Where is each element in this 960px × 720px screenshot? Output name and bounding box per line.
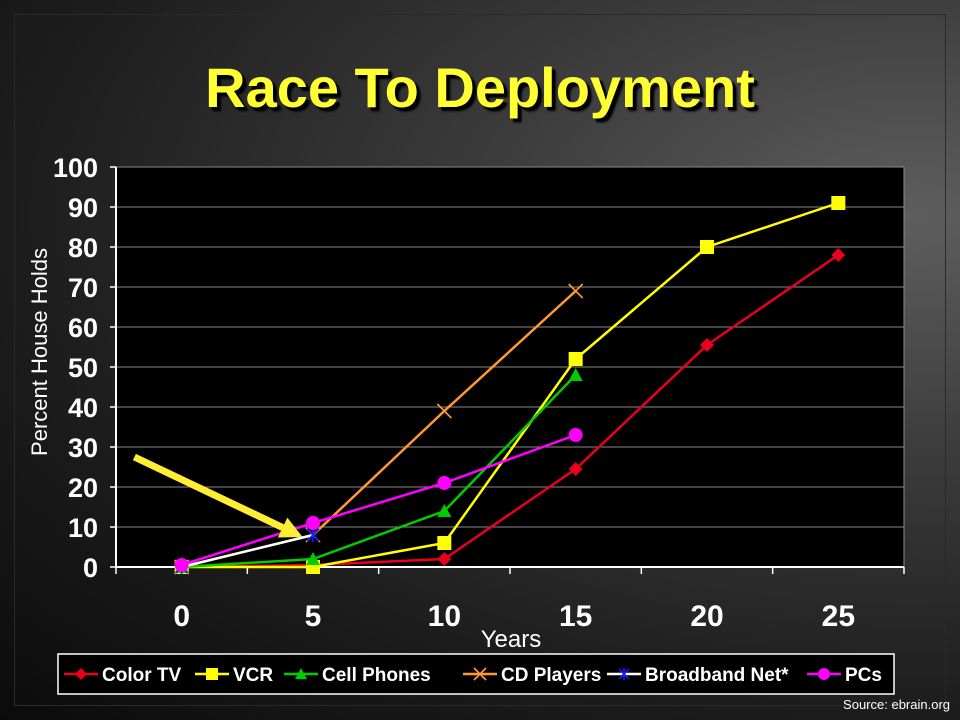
- y-tick-label-60: 60: [68, 313, 98, 343]
- y-tick-label-10: 10: [68, 513, 98, 543]
- data-point-pcs-0: [174, 558, 189, 572]
- series-line-color-tv: [181, 253, 840, 569]
- y-tick-label-40: 40: [68, 393, 98, 423]
- legend-marker-color-tv: [75, 668, 87, 680]
- data-point-pcs-2: [437, 476, 452, 490]
- x-axis-label: Years: [481, 626, 542, 653]
- data-point-vcr-2: [437, 536, 452, 550]
- data-point-vcr-5: [831, 196, 846, 210]
- legend-item-color-tv: Color TV: [64, 665, 181, 686]
- legend-label-broadband-net: Broadband Net*: [645, 665, 789, 686]
- annotation-arrow-head: [277, 517, 303, 538]
- data-point-broadband-net-1: [306, 527, 320, 543]
- x-tick-label-10: 10: [428, 600, 461, 633]
- data-point-cd-players-2: [436, 403, 452, 419]
- series-line-broadband-net: [181, 533, 314, 569]
- legend-item-pcs: PCs: [807, 665, 882, 686]
- legend-marker-broadband-net: [618, 668, 630, 680]
- y-tick-label-30: 30: [68, 433, 98, 463]
- data-point-color-tv-4: [700, 338, 714, 352]
- gridlines: [116, 166, 904, 528]
- y-tick-label-20: 20: [68, 473, 98, 503]
- y-tick-label-50: 50: [68, 353, 98, 383]
- data-point-pcs-1: [306, 516, 320, 530]
- data-point-cell-phones-2: [437, 504, 452, 517]
- y-tick-label-70: 70: [68, 273, 98, 303]
- data-point-cd-players-3: [568, 283, 584, 299]
- data-point-cell-phones-3: [568, 368, 583, 381]
- series-line-pcs: [181, 433, 577, 567]
- x-tick-label-15: 15: [559, 600, 592, 633]
- data-point-vcr-4: [700, 240, 714, 254]
- y-tick-label-0: 0: [83, 553, 98, 583]
- y-tick-label-80: 80: [68, 233, 98, 263]
- series-group: [174, 196, 846, 575]
- legend-marker-vcr: [206, 668, 218, 680]
- legend-label-cell-phones: Cell Phones: [322, 665, 431, 686]
- data-point-color-tv-5: [831, 248, 846, 262]
- data-point-pcs-3: [568, 428, 583, 442]
- y-axis-label: Percent House Holds: [27, 248, 52, 456]
- legend-marker-cell-phones: [295, 668, 307, 680]
- legend-item-vcr: VCR: [195, 665, 273, 686]
- data-point-color-tv-3: [568, 462, 583, 476]
- legend-label-color-tv: Color TV: [102, 665, 181, 686]
- slide-title: Race To Deployment: [205, 56, 755, 119]
- series-line-vcr: [181, 201, 839, 569]
- x-tick-labels: 0 5 10 15 20 25: [173, 600, 855, 633]
- annotation-arrow-shaft: [132, 453, 285, 531]
- x-tick-label-5: 5: [305, 600, 322, 633]
- annotations: [132, 453, 303, 538]
- legend: Color TV VCR Cell Phones CD Players Broadban…: [57, 653, 895, 695]
- legend-marker-pcs: [818, 668, 830, 680]
- legend-label-vcr: VCR: [233, 665, 273, 686]
- y-tick-label-90: 90: [68, 193, 98, 223]
- legend-marker-cd-players: [473, 667, 487, 681]
- legend-item-cell-phones: Cell Phones: [284, 665, 431, 686]
- x-tick-label-20: 20: [690, 600, 723, 633]
- y-tick-label-100: 100: [53, 153, 98, 183]
- y-tick-labels: 0 10 20 30 40 50 60 70 80 90 100: [53, 153, 98, 583]
- x-tick-label-25: 25: [822, 600, 855, 633]
- legend-label-cd-players: CD Players: [501, 665, 601, 686]
- data-point-vcr-3: [568, 352, 583, 366]
- series-line-cell-phones: [181, 374, 577, 569]
- source-note: Source: ebrain.org: [843, 697, 950, 712]
- legend-item-cd-players: CD Players: [463, 665, 601, 686]
- data-point-color-tv-2: [437, 552, 452, 566]
- series-pcs: [174, 428, 583, 572]
- data-point-cell-phones-1: [306, 552, 320, 565]
- legend-item-broadband-net: Broadband Net*: [607, 665, 789, 686]
- legend-label-pcs: PCs: [845, 665, 882, 686]
- x-tick-label-0: 0: [173, 600, 190, 633]
